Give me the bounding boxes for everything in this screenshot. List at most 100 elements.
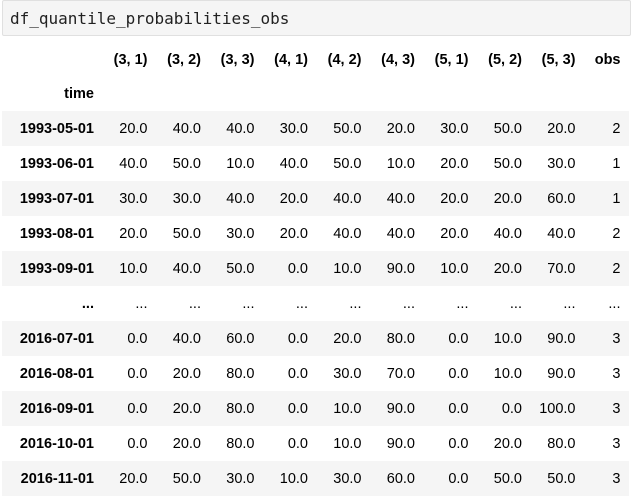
table-header: (3, 1) (3, 2) (3, 3) (4, 1) (4, 2) (4, 3…	[2, 42, 629, 111]
column-header: (4, 1)	[274, 51, 308, 68]
table-cell: 0.0	[448, 365, 469, 382]
table-cell: 90.0	[386, 435, 415, 452]
table-cell: 50.0	[493, 155, 522, 172]
table-cell: 50.0	[493, 120, 522, 137]
table-cell: ...	[135, 295, 148, 312]
table-cell: 100.0	[539, 400, 576, 417]
table-cell: 0.0	[287, 260, 308, 277]
table-cell: 30.0	[333, 365, 362, 382]
table-cell: 0.0	[127, 330, 148, 347]
table-cell: 20.0	[119, 120, 148, 137]
table-cell: 40.0	[226, 120, 255, 137]
code-cell-input[interactable]: df_quantile_probabilities_obs	[2, 0, 631, 36]
table-cell: 10.0	[279, 470, 308, 487]
table-cell: 40.0	[119, 155, 148, 172]
table-cell: 2	[612, 260, 621, 277]
table-cell: 1	[612, 155, 621, 172]
table-cell: 90.0	[386, 260, 415, 277]
table-cell: 60.0	[386, 470, 415, 487]
column-header: (3, 1)	[113, 51, 148, 68]
table-cell: 0.0	[448, 400, 469, 417]
table-cell: 20.0	[440, 225, 469, 242]
table-cell: 40.0	[333, 225, 362, 242]
table-cell: 50.0	[172, 225, 201, 242]
table-row: 1993-08-01 20.0 50.0 30.0 20.0 40.0 40.0 20.0 40…	[2, 216, 629, 251]
table-row: 1993-07-01 30.0 30.0 40.0 20.0 40.0 40.0 20.0 20…	[2, 181, 629, 216]
table-cell: 3	[612, 400, 621, 417]
table-cell: ...	[402, 295, 415, 312]
table-cell: 60.0	[547, 190, 576, 207]
table-cell: 40.0	[333, 190, 362, 207]
index-name-row: time	[2, 77, 629, 111]
table-cell: 20.0	[440, 155, 469, 172]
row-index-label: 2016-10-01	[19, 435, 94, 452]
table-cell: 10.0	[333, 400, 362, 417]
table-row: .................................	[2, 286, 629, 321]
table-cell: ...	[188, 295, 201, 312]
table-cell: 20.0	[172, 435, 201, 452]
table-cell: 60.0	[226, 330, 255, 347]
index-name: time	[64, 86, 94, 102]
row-index-label: 1993-06-01	[19, 155, 94, 172]
table-cell: 70.0	[386, 365, 415, 382]
table-row: 1993-06-01 40.0 50.0 10.0 40.0 50.0 10.0 20.0 50…	[2, 146, 629, 181]
table-cell: 80.0	[226, 400, 255, 417]
table-row: 2016-09-01 0.0 20.0 80.0 0.0 10.0 90.0 0.0 0.0 10…	[2, 391, 629, 426]
table-cell: 40.0	[386, 190, 415, 207]
table-cell: 40.0	[547, 225, 576, 242]
column-header: (3, 3)	[220, 51, 255, 68]
row-index-label: 2016-07-01	[19, 330, 94, 347]
dataframe-table: (3, 1) (3, 2) (3, 3) (4, 1) (4, 2) (4, 3…	[2, 42, 629, 496]
table-cell: 2	[612, 225, 621, 242]
table-cell: 3	[612, 365, 621, 382]
table-cell: 20.0	[493, 435, 522, 452]
table-cell: 50.0	[333, 120, 362, 137]
table-cell: 80.0	[226, 365, 255, 382]
table-cell: 0.0	[448, 435, 469, 452]
table-cell: 40.0	[279, 155, 308, 172]
table-row: 1993-09-01 10.0 40.0 50.0 0.0 10.0 90.0 10.0 20.…	[2, 251, 629, 286]
table-cell: 10.0	[333, 435, 362, 452]
table-cell: 0.0	[448, 470, 469, 487]
table-cell: 10.0	[493, 365, 522, 382]
column-header: obs	[594, 51, 621, 68]
table-cell: 50.0	[172, 470, 201, 487]
table-cell: 40.0	[172, 260, 201, 277]
table-cell: 40.0	[493, 225, 522, 242]
table-cell: 80.0	[226, 435, 255, 452]
corner-cell	[2, 42, 102, 77]
column-header: (5, 3)	[541, 51, 576, 68]
table-cell: 20.0	[493, 260, 522, 277]
table-cell: 10.0	[386, 155, 415, 172]
table-cell: 0.0	[127, 365, 148, 382]
table-cell: 20.0	[279, 225, 308, 242]
table-cell: 0.0	[448, 330, 469, 347]
table-row: 2016-08-01 0.0 20.0 80.0 0.0 30.0 70.0 0.0 10.0 9…	[2, 356, 629, 391]
row-index-label: 2016-08-01	[19, 365, 94, 382]
table-cell: 30.0	[333, 470, 362, 487]
table-cell: ...	[295, 295, 308, 312]
row-index-label: 2016-11-01	[20, 470, 94, 487]
table-cell: 10.0	[333, 260, 362, 277]
table-cell: 80.0	[547, 435, 576, 452]
table-cell: 2	[612, 120, 621, 137]
table-cell: 50.0	[547, 470, 576, 487]
table-cell: 20.0	[333, 330, 362, 347]
table-cell: 20.0	[279, 190, 308, 207]
table-cell: 1	[612, 190, 621, 207]
table-cell: 3	[612, 470, 621, 487]
table-cell: 10.0	[440, 260, 469, 277]
table-body: 1993-05-01 20.0 40.0 40.0 30.0 50.0 20.0 30.0 50…	[2, 111, 629, 496]
code-text[interactable]: df_quantile_probabilities_obs	[10, 9, 290, 28]
table-cell: ...	[242, 295, 255, 312]
table-cell: 20.0	[493, 190, 522, 207]
table-cell: 20.0	[119, 225, 148, 242]
table-cell: 50.0	[172, 155, 201, 172]
table-cell: 30.0	[279, 120, 308, 137]
table-row: 2016-10-01 0.0 20.0 80.0 0.0 10.0 90.0 0.0 20.0 8…	[2, 426, 629, 461]
column-header: (4, 2)	[327, 51, 362, 68]
table-cell: 30.0	[226, 225, 255, 242]
table-cell: 20.0	[386, 120, 415, 137]
column-header: (5, 1)	[434, 51, 469, 68]
table-cell: 50.0	[226, 260, 255, 277]
